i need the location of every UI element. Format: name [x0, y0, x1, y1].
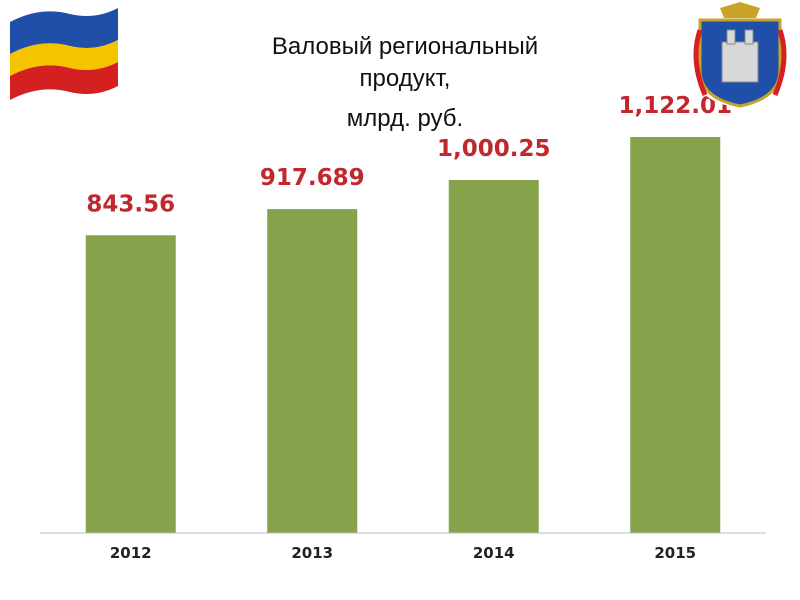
plot: 843.562012917.68920131,000.2520141,122.0… — [40, 93, 766, 562]
chart-title: Валовый региональный — [272, 33, 538, 60]
bar — [85, 235, 176, 534]
value-label: 917.689 — [260, 165, 365, 191]
chart-title: продукт, — [360, 65, 451, 92]
flag — [10, 8, 118, 100]
bar — [448, 179, 539, 533]
x-tick-label: 2014 — [473, 544, 515, 562]
bar — [267, 209, 358, 533]
value-label: 1,000.25 — [437, 136, 551, 162]
x-tick-label: 2013 — [291, 544, 333, 562]
bar — [630, 137, 721, 533]
x-tick-label: 2015 — [654, 544, 696, 562]
value-label: 843.56 — [86, 191, 175, 217]
chart-title: млрд. руб. — [347, 105, 463, 132]
x-tick-label: 2012 — [110, 544, 152, 562]
coat-of-arms — [685, 2, 795, 108]
